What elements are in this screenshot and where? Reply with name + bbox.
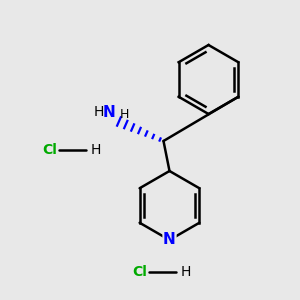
Text: H: H xyxy=(120,108,129,121)
Text: Cl: Cl xyxy=(42,143,57,157)
Text: N: N xyxy=(103,105,115,120)
Text: H: H xyxy=(91,143,101,157)
Text: H: H xyxy=(94,106,104,119)
Text: Cl: Cl xyxy=(132,265,147,278)
Text: H: H xyxy=(181,265,191,278)
Text: N: N xyxy=(163,232,176,247)
